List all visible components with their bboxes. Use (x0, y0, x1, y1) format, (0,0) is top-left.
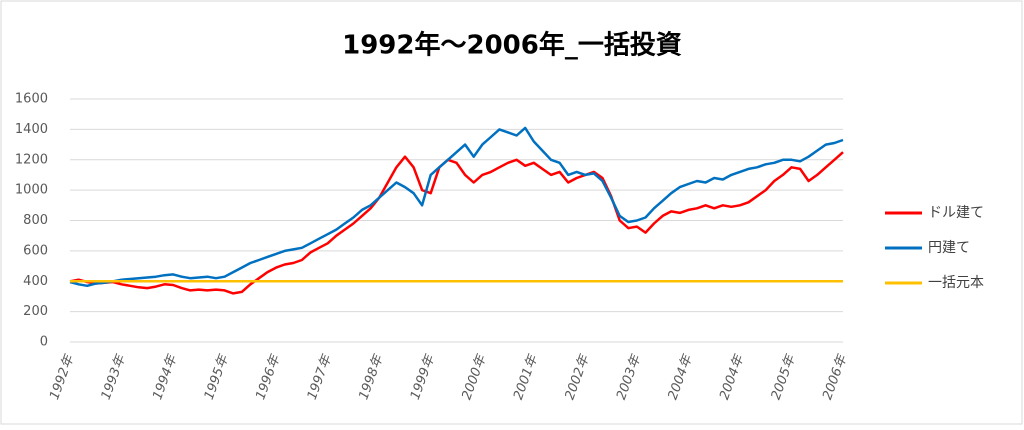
y-tick-label: 600 (23, 243, 48, 258)
legend-label: 円建て (928, 240, 970, 256)
chart-title: 1992年～2006年_一括投資 (342, 30, 682, 61)
legend-label: 一括元本 (928, 275, 984, 291)
y-tick-label: 0 (40, 335, 48, 350)
series-line (69, 126, 844, 288)
y-tick-label: 400 (23, 274, 48, 289)
y-tick-label: 1000 (15, 183, 48, 198)
y-tick-label: 1200 (15, 152, 48, 167)
y-tick-label: 1600 (15, 92, 48, 107)
legend-label: ドル建て (928, 205, 984, 221)
y-tick-label: 1400 (15, 122, 48, 137)
y-tick-label: 800 (23, 213, 48, 228)
y-tick-label: 200 (23, 304, 48, 319)
series-line (69, 151, 844, 295)
